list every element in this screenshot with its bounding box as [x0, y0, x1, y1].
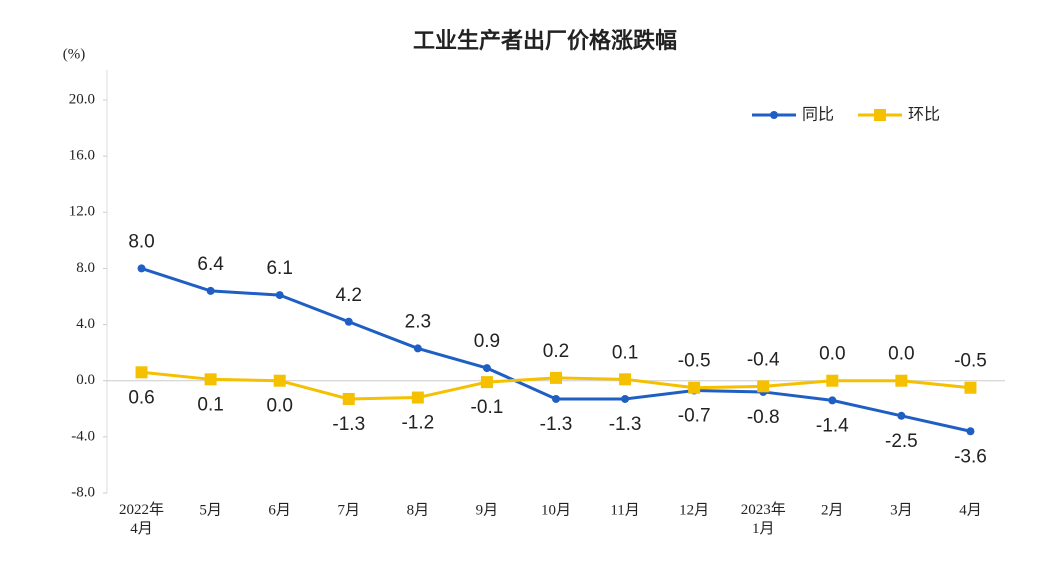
y-axis-unit: (%) [63, 46, 86, 62]
data-label: 6.4 [197, 254, 224, 275]
point [552, 394, 560, 403]
y-tick-label: -8.0 [71, 484, 95, 500]
data-label: -0.4 [747, 349, 780, 370]
point [137, 264, 146, 273]
data-label: 0.0 [266, 396, 292, 417]
x-tick-label: 8月 [407, 502, 430, 518]
legend-marker [874, 109, 886, 121]
data-label: 0.0 [888, 344, 914, 365]
data-label: -0.8 [747, 407, 780, 428]
x-tick-label: 2023年 1月 [741, 501, 786, 537]
y-tick-label: 20.0 [69, 91, 95, 107]
y-tick-label: 16.0 [69, 148, 95, 164]
data-label: -0.5 [954, 351, 987, 372]
data-label: 0.9 [474, 331, 500, 352]
point [895, 374, 908, 387]
y-tick-label: 8.0 [76, 260, 95, 276]
point [273, 374, 286, 387]
data-label: 2.3 [405, 311, 431, 332]
point [619, 373, 632, 386]
point [342, 392, 355, 405]
data-label: -2.5 [885, 431, 918, 452]
data-label: -0.1 [471, 397, 504, 418]
x-tick-label: 9月 [476, 502, 499, 518]
legend-marker [770, 111, 778, 119]
x-tick-label: 4月 [959, 502, 982, 518]
x-tick-label: 11月 [610, 502, 639, 518]
point [966, 427, 975, 436]
data-label: 0.6 [128, 387, 154, 408]
point [964, 381, 977, 394]
data-label: -1.3 [609, 414, 642, 435]
data-label: 0.1 [197, 394, 223, 415]
x-tick-label: 5月 [199, 502, 222, 518]
data-label: 8.0 [128, 231, 154, 252]
point [897, 411, 906, 420]
x-tick-label: 12月 [679, 502, 709, 518]
data-label: 0.2 [543, 341, 569, 362]
y-tick-label: 0.0 [76, 372, 95, 388]
data-label: 4.2 [336, 285, 362, 306]
x-tick-label: 6月 [268, 502, 291, 518]
x-tick-label: 7月 [338, 502, 361, 518]
x-tick-label: 3月 [890, 502, 913, 518]
data-label: -1.2 [401, 413, 434, 434]
point [275, 291, 284, 300]
y-tick-label: 4.0 [76, 316, 95, 332]
y-tick-label: 12.0 [69, 204, 95, 220]
chart-title: 工业生产者出厂价格涨跌幅 [413, 28, 677, 54]
data-label: -0.7 [678, 406, 711, 427]
point [482, 364, 491, 373]
point [135, 366, 148, 379]
legend-label: 环比 [908, 105, 940, 124]
point [550, 371, 562, 384]
data-label: 0.0 [819, 344, 845, 365]
point [688, 381, 701, 394]
data-label: -0.5 [678, 351, 711, 372]
y-tick-label: -4.0 [71, 428, 95, 444]
point [411, 391, 424, 404]
point [413, 344, 422, 353]
data-label: -1.4 [816, 415, 849, 436]
data-label: -1.3 [332, 414, 365, 435]
point [344, 317, 353, 326]
point [480, 376, 493, 389]
point [757, 380, 770, 393]
point [204, 373, 217, 386]
x-tick-label: 2022年 4月 [119, 501, 164, 537]
x-tick-label: 10月 [541, 502, 571, 518]
data-label: -3.6 [954, 446, 987, 467]
point [828, 396, 837, 405]
point [206, 286, 215, 295]
data-label: 0.1 [612, 342, 638, 363]
x-tick-label: 2月 [821, 502, 844, 518]
legend-label: 同比 [802, 105, 834, 124]
data-label: 6.1 [266, 258, 292, 279]
point [826, 374, 839, 387]
data-label: -1.3 [540, 414, 573, 435]
point [621, 394, 630, 403]
